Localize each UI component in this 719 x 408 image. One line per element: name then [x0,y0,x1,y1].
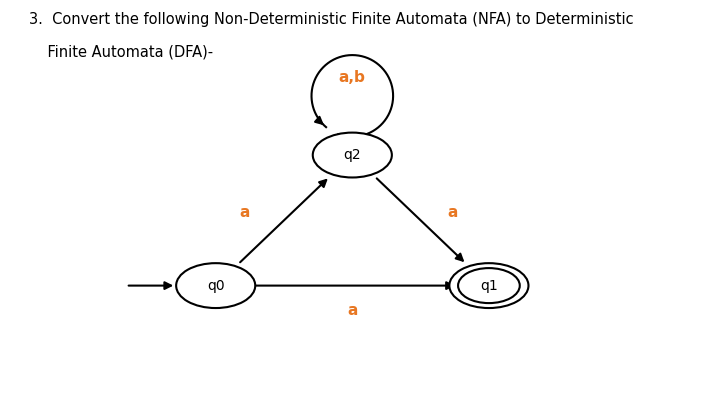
Circle shape [449,263,528,308]
Text: a: a [347,303,357,317]
Circle shape [313,133,392,177]
Text: q2: q2 [344,148,361,162]
Text: 3.  Convert the following Non-Deterministic Finite Automata (NFA) to Determinist: 3. Convert the following Non-Determinist… [29,12,633,27]
Text: q0: q0 [207,279,224,293]
Text: q1: q1 [480,279,498,293]
Text: a: a [239,205,249,220]
Circle shape [176,263,255,308]
Text: a,b: a,b [339,70,366,85]
Text: a: a [448,205,458,220]
Text: Finite Automata (DFA)-: Finite Automata (DFA)- [29,45,213,60]
